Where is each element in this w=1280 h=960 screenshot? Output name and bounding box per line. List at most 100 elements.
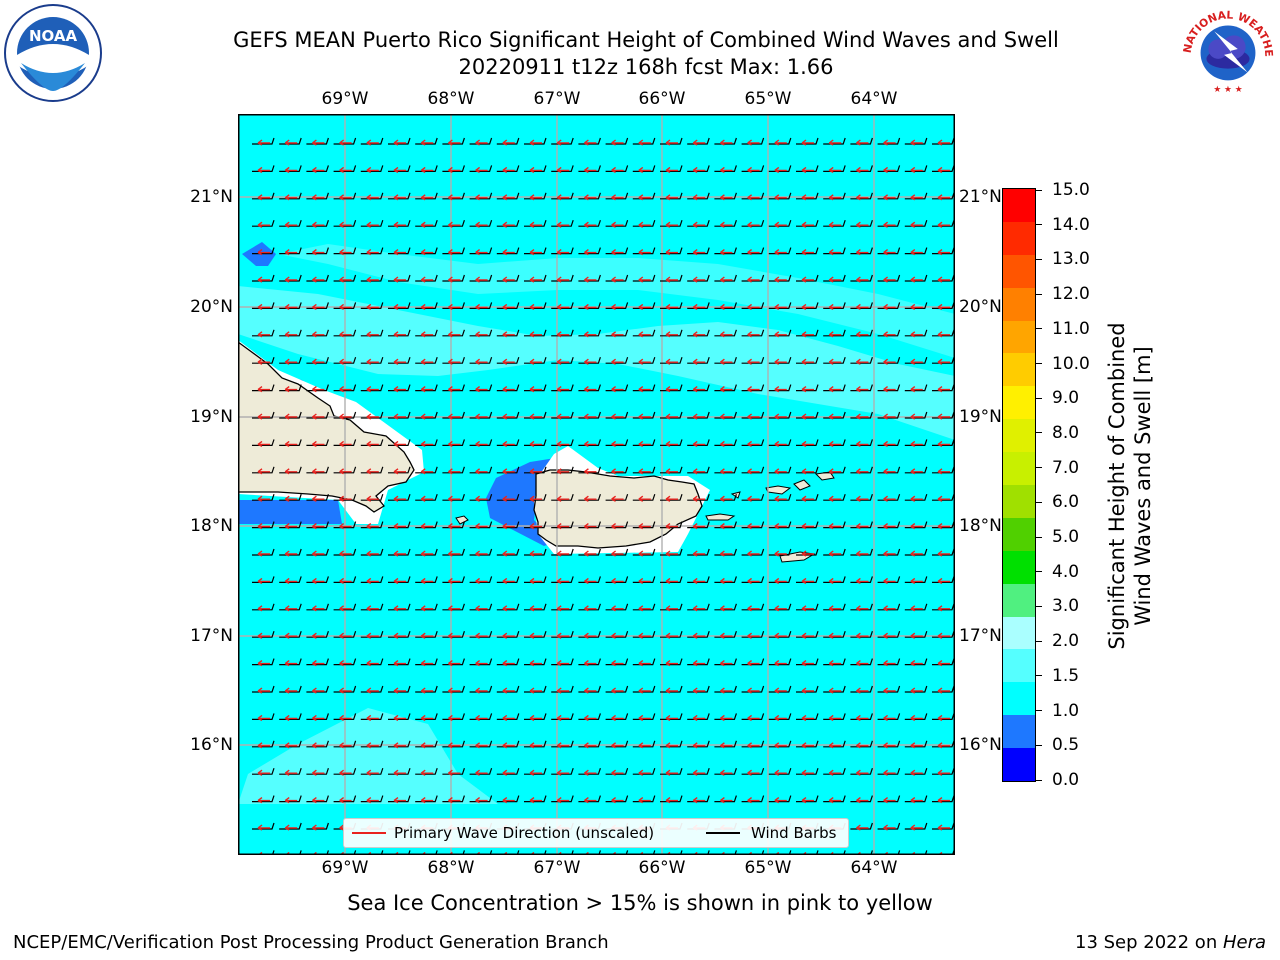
wave-arrow [937, 660, 950, 667]
wind-barb [707, 850, 710, 855]
wave-arrow [611, 276, 624, 283]
lat-label-left: 16°N [190, 735, 233, 755]
wave-arrow [747, 632, 760, 639]
wave-arrow [801, 605, 814, 612]
wave-arrow [502, 249, 515, 256]
wave-arrow [420, 139, 434, 146]
wave-arrow [719, 769, 733, 776]
wave-arrow [311, 331, 325, 338]
wave-arrow [393, 440, 406, 448]
wave-arrow [937, 714, 950, 722]
wave-arrow [502, 139, 515, 146]
wave-arrow [638, 577, 651, 585]
wave-arrow [529, 632, 542, 639]
colorbar-segment [1003, 287, 1035, 321]
colorbar-tick-label: 13.0 [1052, 249, 1090, 270]
wave-arrow [311, 249, 325, 256]
wave-arrow [611, 605, 624, 612]
wave-arrow [801, 303, 814, 311]
wave-arrow [257, 440, 270, 448]
wave-arrow [855, 687, 869, 694]
wave-arrow [910, 276, 923, 283]
wave-arrow [529, 495, 542, 502]
wave-arrow [447, 139, 461, 146]
wave-arrow [855, 824, 869, 831]
lat-label-left: 19°N [190, 407, 233, 427]
lat-label-left: 20°N [190, 297, 233, 317]
wave-arrow [556, 687, 570, 694]
wave-arrow [556, 413, 570, 420]
wave-arrow [556, 221, 570, 228]
wave-arrow [447, 358, 461, 365]
wave-arrow [284, 358, 298, 365]
wave-arrow [855, 440, 869, 448]
wave-arrow [855, 632, 869, 639]
wave-arrow [583, 495, 597, 502]
wave-arrow [556, 577, 570, 585]
wave-arrow [910, 166, 923, 174]
wave-arrow [556, 495, 570, 502]
wave-arrow [339, 605, 352, 612]
wave-arrow [366, 687, 379, 694]
wave-arrow [366, 769, 379, 776]
wave-arrow [611, 386, 624, 393]
wave-arrow [692, 221, 706, 228]
wave-arrow [719, 577, 733, 585]
wave-arrow [747, 742, 760, 749]
wave-arrow [311, 358, 325, 365]
wave-arrow [665, 413, 678, 420]
wave-arrow [719, 358, 733, 365]
wave-arrow [937, 440, 950, 448]
wave-arrow [828, 331, 842, 338]
wave-legend-label: Primary Wave Direction (unscaled) [394, 824, 655, 842]
wave-arrow [393, 139, 406, 146]
colorbar-tick-label: 0.0 [1052, 770, 1080, 790]
wave-arrow [855, 605, 869, 612]
wind-barb [843, 850, 846, 855]
wave-arrow [447, 166, 461, 174]
wave-arrow [311, 714, 325, 722]
wave-arrow [665, 386, 678, 393]
wave-arrow [529, 386, 542, 393]
wave-arrow [747, 769, 760, 776]
lon-label-bottom: 69°W [321, 858, 369, 878]
wave-arrow [692, 769, 706, 776]
wave-arrow [284, 550, 298, 557]
wave-arrow [475, 303, 488, 311]
wave-arrow [529, 166, 542, 174]
wave-arrow [611, 550, 624, 557]
wave-arrow [665, 769, 678, 776]
wave-arrow [284, 468, 298, 475]
wave-arrow [502, 550, 515, 557]
wave-arrow [366, 495, 379, 502]
lon-label-bottom: 65°W [744, 858, 792, 878]
wave-arrow [611, 742, 624, 749]
colorbar [1002, 188, 1036, 782]
wave-arrow [719, 139, 733, 146]
wave-arrow [611, 577, 624, 585]
wave-arrow [556, 550, 570, 557]
wave-arrow [583, 221, 597, 228]
wave-arrow [583, 139, 597, 146]
wave-arrow [475, 523, 488, 530]
wave-arrow [665, 687, 678, 694]
wave-arrow [257, 742, 270, 749]
wave-arrow [475, 797, 488, 804]
wave-arrow [937, 687, 950, 694]
lat-label-right: 19°N [959, 407, 1002, 427]
wave-arrow [311, 166, 325, 174]
wave-arrow [393, 742, 406, 749]
wave-arrow [828, 523, 842, 530]
colorbar-segment [1003, 221, 1035, 255]
wave-arrow [883, 824, 896, 831]
wave-arrow [692, 660, 706, 667]
wave-arrow [583, 605, 597, 612]
wave-arrow [393, 605, 406, 612]
wave-arrow [502, 166, 515, 174]
wave-arrow [284, 413, 298, 420]
wave-arrow [910, 523, 923, 530]
wave-arrow [393, 550, 406, 557]
wave-arrow [855, 386, 869, 393]
wave-arrow [747, 358, 760, 365]
wave-arrow [910, 769, 923, 776]
